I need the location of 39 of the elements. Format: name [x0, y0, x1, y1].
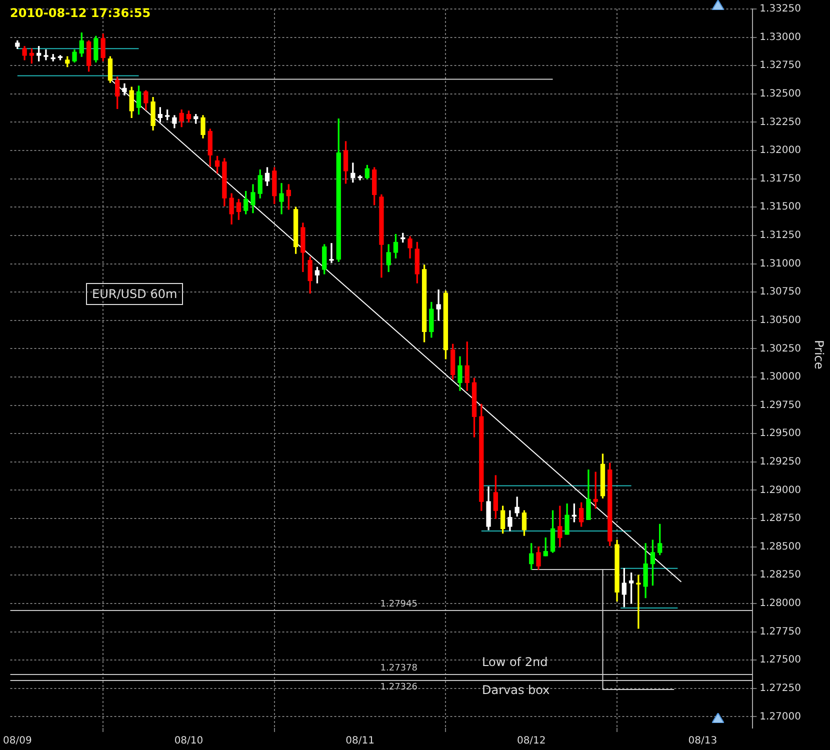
- y-tick-label: 1.31500: [760, 202, 802, 213]
- y-tick-label: 1.29500: [760, 428, 802, 440]
- y-tick-label: 1.27250: [760, 682, 802, 694]
- y-axis-title: Price: [812, 340, 826, 370]
- annotation: Low of 2nd: [482, 655, 548, 669]
- y-tick-label: 1.29250: [760, 456, 802, 468]
- x-tick-label: 08/10: [174, 736, 204, 747]
- x-tick-label: 08/09: [2, 736, 32, 747]
- annotation: EUR/USD 60m: [86, 283, 184, 305]
- y-tick-label: 1.32750: [760, 60, 802, 72]
- ref-line-label: 1.27945: [380, 599, 418, 610]
- annotation: Darvas box: [482, 683, 550, 697]
- y-tick-label: 1.28500: [760, 541, 802, 552]
- y-tick-label: 1.32500: [760, 88, 802, 100]
- y-tick-label: 1.31000: [760, 258, 802, 270]
- y-tick-label: 1.32000: [760, 145, 802, 156]
- y-tick-label: 1.32250: [760, 116, 802, 128]
- y-tick-label: 1.28750: [760, 513, 802, 524]
- y-tick-label: 1.30750: [760, 286, 802, 298]
- y-tick-label: 1.29000: [760, 484, 802, 496]
- chart-title: 2010-08-12 17:36:55: [10, 6, 151, 20]
- y-tick-label: 1.27500: [760, 654, 802, 666]
- y-tick-label: 1.33250: [760, 4, 802, 15]
- y-tick-label: 1.29750: [760, 400, 802, 411]
- y-tick-label: 1.27000: [760, 711, 802, 722]
- ref-line-label: 1.27378: [380, 663, 418, 674]
- y-tick-label: 1.27750: [760, 626, 802, 638]
- y-tick-label: 1.30000: [760, 372, 802, 383]
- x-tick-label: 08/13: [688, 736, 718, 747]
- ref-line-label: 1.27326: [380, 682, 418, 692]
- y-tick-label: 1.30250: [760, 343, 802, 354]
- y-tick-label: 1.33000: [760, 32, 802, 43]
- x-tick-label: 08/11: [346, 736, 374, 747]
- y-tick-label: 1.30500: [760, 314, 802, 326]
- y-tick-label: 1.31750: [760, 173, 802, 184]
- x-tick-label: 08/12: [516, 736, 546, 747]
- y-tick-label: 1.28250: [760, 570, 802, 581]
- y-tick-label: 1.31250: [760, 230, 802, 242]
- y-tick-label: 1.28000: [760, 598, 802, 610]
